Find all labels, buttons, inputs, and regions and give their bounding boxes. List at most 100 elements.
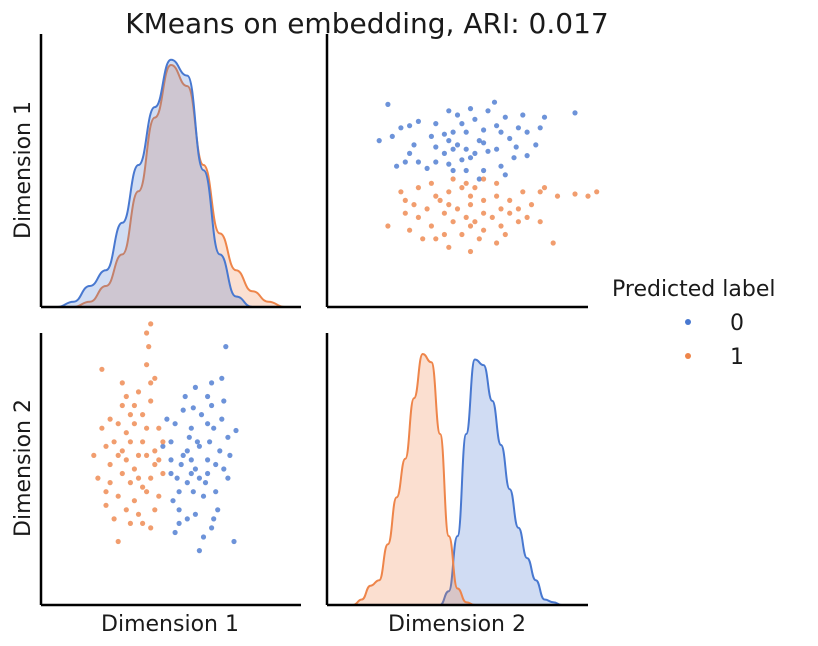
- scatter-point-series-0: [485, 148, 491, 154]
- scatter-point-series-1: [463, 180, 469, 186]
- scatter-point-series-1: [498, 223, 504, 229]
- scatter-point-series-0: [219, 416, 225, 422]
- scatter-point-series-1: [127, 439, 133, 445]
- scatter-point-series-1: [119, 448, 125, 454]
- legend: Predicted label 0 1: [612, 277, 775, 370]
- kde-line-series-0: [57, 58, 285, 309]
- scatter-point-series-0: [450, 167, 456, 174]
- scatter-point-series-0: [411, 142, 417, 148]
- scatter-point-series-1: [107, 461, 113, 468]
- scatter-point-series-0: [463, 129, 469, 135]
- scatter-point-series-0: [481, 167, 487, 174]
- scatter-point-series-0: [454, 112, 461, 118]
- scatter-point-series-1: [515, 206, 522, 212]
- scatter-point-series-0: [524, 129, 530, 135]
- scatter-point-series-0: [168, 470, 174, 477]
- scatter-point-series-0: [441, 150, 447, 156]
- scatter-point-series-0: [196, 443, 202, 449]
- scatter-point-series-1: [156, 425, 162, 431]
- scatter-point-series-1: [131, 466, 137, 472]
- scatter-point-series-0: [176, 507, 182, 513]
- scatter-point-series-1: [433, 193, 439, 199]
- scatter-point-series-1: [515, 219, 522, 225]
- scatter-point-series-1: [437, 197, 443, 203]
- scatter-point-series-0: [450, 129, 456, 135]
- scatter-point-series-1: [494, 180, 500, 186]
- scatter-point-series-0: [168, 457, 174, 463]
- scatter-point-series-1: [554, 193, 561, 199]
- scatter-point-series-0: [196, 548, 202, 554]
- scatter-point-series-0: [217, 448, 223, 454]
- scatter-point-series-0: [502, 172, 508, 178]
- scatter-point-series-1: [507, 197, 513, 203]
- scatter-point-series-1: [594, 189, 600, 195]
- scatter-point-series-0: [446, 138, 452, 144]
- scatter-point-series-0: [513, 144, 519, 150]
- scatter-point-series-1: [507, 210, 513, 216]
- scatter-point-series-0: [402, 159, 408, 165]
- scatter-point-series-0: [541, 114, 548, 120]
- scatter-point-series-0: [221, 398, 227, 404]
- scatter-point-series-1: [459, 185, 465, 191]
- scatter-point-series-0: [385, 101, 391, 107]
- scatter-point-series-0: [225, 475, 231, 481]
- scatter-point-series-1: [152, 507, 158, 513]
- scatter-point-series-1: [140, 412, 146, 418]
- scatter-point-series-1: [144, 330, 150, 336]
- scatter-point-series-1: [144, 425, 150, 431]
- scatter-point-series-0: [467, 106, 474, 112]
- scatter-point-series-1: [115, 421, 121, 427]
- scatter-point-series-1: [131, 498, 137, 504]
- scatter-panel-dim1-vs-dim2: [39, 321, 301, 607]
- scatter-point-series-0: [494, 123, 500, 129]
- scatter-point-series-0: [407, 150, 413, 156]
- scatter-point-series-0: [389, 133, 395, 139]
- scatter-point-series-1: [476, 236, 482, 242]
- scatter-point-series-1: [144, 362, 150, 368]
- scatter-point-series-0: [398, 125, 404, 131]
- scatter-point-series-1: [140, 520, 146, 527]
- kde-fill-series-0: [440, 359, 562, 605]
- scatter-point-series-1: [156, 493, 162, 499]
- scatter-point-series-0: [415, 118, 421, 124]
- scatter-point-series-0: [433, 121, 439, 127]
- kde-panel-dimension-2: [325, 333, 588, 607]
- scatter-point-series-0: [176, 489, 182, 495]
- scatter-point-series-0: [433, 144, 439, 150]
- scatter-point-series-1: [481, 197, 487, 203]
- scatter-point-series-0: [533, 142, 539, 148]
- scatter-point-series-0: [472, 116, 478, 122]
- scatter-point-series-1: [103, 443, 109, 449]
- scatter-point-series-0: [446, 108, 452, 114]
- scatter-point-series-0: [176, 520, 182, 527]
- scatter-point-series-1: [107, 480, 113, 486]
- scatter-point-series-1: [402, 210, 408, 216]
- scatter-point-series-0: [184, 480, 190, 486]
- legend-marker-1: [685, 353, 691, 359]
- scatter-point-series-0: [233, 427, 239, 434]
- scatter-point-series-0: [202, 480, 209, 486]
- scatter-point-series-0: [196, 475, 202, 481]
- scatter-point-series-1: [119, 402, 125, 409]
- scatter-point-series-0: [454, 142, 461, 148]
- scatter-point-series-1: [402, 197, 408, 203]
- scatter-point-series-1: [415, 214, 421, 220]
- scatter-point-series-0: [221, 466, 227, 472]
- scatter-point-series-0: [213, 461, 219, 468]
- scatter-point-series-0: [205, 470, 211, 477]
- scatter-point-series-0: [213, 489, 219, 495]
- scatter-point-series-1: [119, 470, 125, 477]
- x-axis-label-dimension-2: Dimension 2: [388, 612, 526, 637]
- scatter-point-series-0: [485, 108, 491, 114]
- scatter-point-series-1: [140, 439, 146, 445]
- scatter-point-series-0: [376, 138, 382, 144]
- scatter-point-series-1: [156, 457, 162, 463]
- scatter-point-series-0: [178, 461, 184, 468]
- scatter-point-series-1: [135, 511, 142, 517]
- scatter-point-series-1: [446, 244, 452, 250]
- scatter-point-series-0: [209, 380, 215, 386]
- scatter-point-series-1: [135, 389, 142, 395]
- scatter-point-series-0: [537, 125, 543, 131]
- scatter-point-series-0: [205, 457, 211, 463]
- scatter-point-series-1: [148, 321, 154, 327]
